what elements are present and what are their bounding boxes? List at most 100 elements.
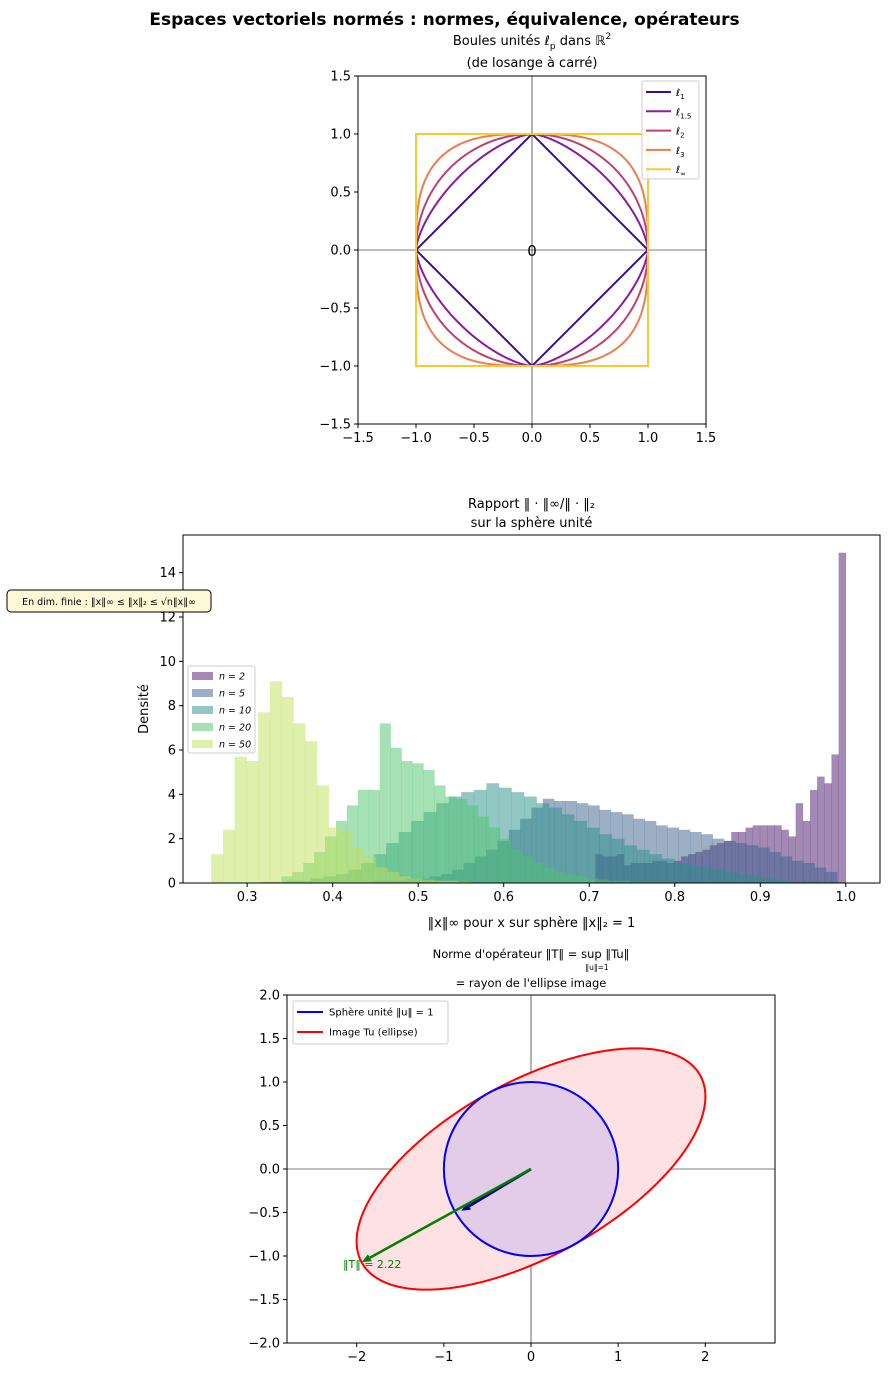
lp-xtick-label: −1.5: [342, 431, 374, 446]
lp-xtick-label: 0.0: [522, 431, 543, 446]
hist-bar-n50: [246, 761, 259, 883]
hist-bar-n20: [499, 838, 512, 883]
opnorm-ytick-label: −1.0: [248, 1250, 280, 1265]
hist-bar-n20: [434, 785, 446, 883]
hist-bar-n20: [510, 849, 523, 883]
ellipse-outline: [355, 1047, 707, 1291]
opnorm-ytick-label: 0.5: [259, 1119, 280, 1134]
hist-bar-n10: [711, 869, 725, 883]
hist-bar-n10: [774, 879, 788, 883]
figure-suptitle: Espaces vectoriels normés : normes, équi…: [149, 10, 739, 30]
hist-bar-n10: [736, 874, 750, 883]
lp-ytick-label: 1.5: [330, 70, 351, 85]
hist-bar-n20: [609, 880, 621, 883]
hist-bar-n5: [701, 834, 713, 883]
hist-ytick-label: 2: [168, 832, 176, 847]
legend-swatch-n10: [192, 706, 213, 714]
hist-bar-n50: [234, 756, 247, 883]
hist-bar-n50: [316, 785, 329, 883]
hist-bar-n20: [368, 789, 380, 883]
hist-bar-n2: [802, 820, 811, 883]
hist-ytick-label: 4: [168, 788, 176, 803]
hist-axes-frame: [182, 534, 881, 884]
opnorm-xtick-label: 0: [527, 1350, 535, 1365]
hist-bar-n50: [399, 876, 412, 883]
hist-bar-n20: [346, 805, 359, 883]
hist-xtick-label: 1.0: [835, 890, 856, 905]
ratio-histogram-panel: Rapport ‖ · ‖∞/‖ · ‖₂ sur la sphère unit…: [6, 497, 881, 931]
legend-swatch-n20: [192, 723, 213, 731]
hist-bar-n2: [817, 776, 825, 883]
hist-bar-n50: [422, 879, 435, 883]
hist-bar-n20: [488, 827, 501, 883]
unit-vector-arrowhead: [461, 1202, 472, 1211]
hist-bar-n10: [636, 849, 650, 883]
hist-ytick-label: 14: [159, 566, 176, 581]
hist-bar-n5: [814, 867, 827, 883]
hist-bar-n20: [379, 723, 391, 883]
hist-bar-n50: [305, 741, 318, 883]
hist-bar-n10: [699, 867, 713, 883]
lp-ytick-label: 0.5: [330, 186, 351, 201]
hist-bar-n10: [624, 845, 638, 883]
hist-ytick-label: 8: [168, 699, 176, 714]
legend-label-unit_circle: Sphère unité ‖u‖ = 1: [329, 1007, 434, 1019]
opnorm-ytick-label: 2.0: [259, 989, 280, 1004]
hist-bar-n10: [586, 827, 600, 883]
hist-bar-n50: [269, 681, 282, 883]
lp-ytick-label: −1.0: [319, 360, 351, 375]
hist-bar-n20: [576, 876, 588, 883]
legend-label-n50: n = 50: [219, 740, 251, 751]
lp-xtick-label: 0.5: [580, 431, 601, 446]
hist-ytick-label: 0: [168, 877, 176, 892]
legend-swatch-n2: [192, 672, 213, 680]
hist-bar-n2: [831, 754, 839, 883]
hist-bar-n50: [446, 880, 459, 883]
hist-bar-n20: [401, 761, 413, 883]
hist-bar-n20: [631, 881, 643, 883]
hist-xlabel: ‖x‖∞ pour x sur sphère ‖x‖₂ = 1: [428, 916, 636, 931]
hist-bar-n50: [457, 881, 470, 883]
hist-subtitle: sur la sphère unité: [471, 516, 593, 531]
hist-bar-n20: [445, 796, 457, 883]
hist-bar-n20: [412, 763, 424, 883]
hist-bar-n5: [667, 827, 679, 883]
hist-bar-n2: [838, 552, 847, 883]
hist-bar-n20: [467, 805, 479, 883]
lp-balls-title: Boules unités ℓp dans ℝ2: [453, 32, 611, 52]
hist-bar-n20: [641, 881, 654, 883]
legend-label-l1: ℓ1: [676, 88, 685, 101]
opnorm-ytick-label: −0.5: [248, 1206, 280, 1221]
opnorm-xtick-label: 2: [701, 1350, 709, 1365]
hist-ytick-label: 6: [168, 744, 176, 759]
legend-swatch-n50: [192, 740, 213, 748]
lp-xtick-label: 1.5: [696, 431, 717, 446]
hist-bar-n20: [521, 856, 533, 883]
hist-bar-n20: [456, 798, 468, 883]
hist-bar-n50: [387, 871, 400, 883]
legend-label-n2: n = 2: [219, 672, 245, 683]
hist-title: Rapport ‖ · ‖∞/‖ · ‖₂: [468, 497, 595, 512]
hist-bar-n10: [749, 876, 763, 883]
hist-bar-n20: [652, 881, 665, 883]
hist-bar-n50: [258, 712, 271, 883]
hist-bar-n5: [678, 829, 691, 883]
opnorm-title: Norme d'opérateur ‖T‖ = sup ‖Tu‖: [433, 947, 630, 961]
hist-bar-n10: [674, 863, 688, 883]
opnorm-xtick-label: −1: [434, 1350, 453, 1365]
legend-label-n5: n = 5: [219, 689, 245, 700]
hist-annotation: En dim. finie : ‖x‖∞ ≤ ‖x‖₂ ≤ √n‖x‖∞: [6, 589, 212, 613]
lp-xtick-label: −1.0: [400, 431, 432, 446]
hist-bar-n2: [809, 789, 818, 883]
hist-xtick-label: 0.7: [579, 890, 600, 905]
opnorm-xtick-label: −2: [347, 1350, 366, 1365]
legend-label-n20: n = 20: [219, 723, 251, 734]
hist-bar-n2: [824, 783, 832, 883]
hist-bar-n10: [762, 878, 775, 883]
hist-bar-n50: [328, 827, 341, 883]
hist-xtick-label: 0.6: [493, 890, 514, 905]
hist-bar-n20: [357, 789, 370, 883]
opnorm-ytick-label: −1.5: [248, 1293, 280, 1308]
legend-label-l3: ℓ3: [676, 146, 685, 159]
lp-xtick-label: 1.0: [638, 431, 659, 446]
